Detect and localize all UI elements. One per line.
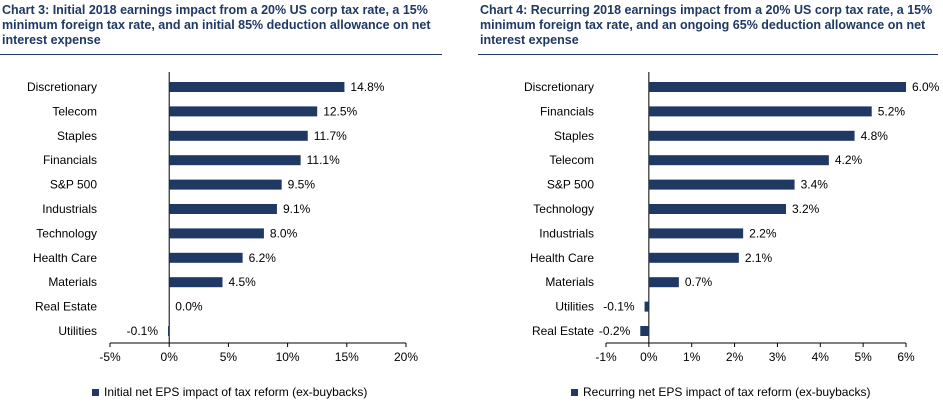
chart-4-value-label: 0.7% — [685, 275, 713, 289]
chart-4-bar — [648, 82, 906, 92]
chart-4-x-tick-label: 3% — [769, 350, 787, 364]
chart-3-category-label: Telecom — [52, 104, 97, 118]
chart-3-title-rule — [0, 54, 442, 55]
chart-4-value-label: -0.1% — [603, 300, 635, 314]
chart-4-legend: Recurring net EPS impact of tax reform (… — [571, 385, 870, 399]
chart-3-category-label: Real Estate — [35, 300, 97, 314]
chart-4-bar — [648, 228, 744, 239]
chart-4-x-tick-label: 5% — [854, 350, 872, 364]
chart-3-bar — [169, 277, 223, 288]
chart-3-x-tick-label: 15% — [335, 350, 359, 364]
chart-3-value-label: 9.1% — [283, 202, 311, 216]
chart-3-bar — [169, 130, 308, 141]
chart-4-bar — [648, 252, 739, 263]
chart-4-x-tick-label: 0% — [640, 350, 658, 364]
chart-3-value-label: 9.5% — [288, 178, 316, 192]
chart-3-panel: Chart 3: Initial 2018 earnings impact fr… — [0, 0, 455, 414]
chart-3-bar — [168, 326, 170, 336]
chart-3-plot: -5% 0% 5% 10% 15% 20% Discretionary 14.8% Teleco… — [27, 72, 418, 364]
chart-4-value-label: 2.2% — [749, 226, 777, 240]
chart-3-legend-label: Initial net EPS impact of tax reform (ex… — [104, 385, 368, 399]
chart-4-x-tick-label: 4% — [812, 350, 830, 364]
chart-4-bar — [648, 204, 786, 214]
chart-4-category-label: Financials — [540, 104, 594, 118]
chart-3-value-label: 11.1% — [307, 153, 340, 167]
chart-3-x-tick-label: -5% — [99, 350, 121, 364]
chart-4-category-label: Health Care — [530, 251, 594, 265]
chart-4-category-label: S&P 500 — [547, 178, 594, 192]
chart-3-value-label: 11.7% — [314, 129, 347, 143]
chart-4-value-label: 2.1% — [745, 251, 773, 265]
chart-4-category-label: Industrials — [539, 226, 594, 240]
chart-4-bar — [640, 326, 649, 336]
chart-3-bar — [169, 252, 243, 263]
chart-3-value-label: 4.5% — [228, 275, 256, 289]
chart-3-x-tick-label: 20% — [394, 350, 418, 364]
chart-3-category-label: Discretionary — [27, 80, 97, 94]
chart-3-value-label: 0.0% — [175, 300, 203, 314]
chart-3-value-label: 8.0% — [270, 226, 298, 240]
chart-4-category-label: Telecom — [549, 153, 594, 167]
chart-3-value-label: 12.5% — [323, 104, 357, 118]
chart-4-x-tick-label: 1% — [683, 350, 701, 364]
chart-3-title: Chart 3: Initial 2018 earnings impact fr… — [2, 3, 431, 47]
chart-3-category-label: S&P 500 — [50, 178, 97, 192]
chart-3-category-label: Utilities — [58, 324, 97, 338]
chart-3-category-label: Financials — [43, 153, 97, 167]
chart-4-value-label: -0.2% — [599, 324, 631, 338]
chart-4-value-label: 5.2% — [878, 104, 906, 118]
chart-4-legend-label: Recurring net EPS impact of tax reform (… — [583, 385, 871, 399]
chart-4-category-label: Real Estate — [532, 324, 594, 338]
chart-4-bar — [648, 277, 679, 288]
chart-3-value-label: -0.1% — [127, 324, 159, 338]
chart-3-legend-swatch — [92, 388, 99, 396]
chart-4-bar — [648, 155, 829, 166]
chart-3-category-label: Industrials — [42, 202, 97, 216]
chart-4-bar — [648, 130, 855, 141]
chart-4-category-label: Materials — [545, 275, 594, 289]
chart-4-bar — [648, 179, 795, 190]
chart-4-category-label: Staples — [554, 129, 594, 143]
chart-3-x-tick-label: 10% — [276, 350, 300, 364]
chart-3-value-label: 14.8% — [350, 80, 384, 94]
chart-4-category-label: Utilities — [555, 300, 594, 314]
chart-3-bar — [169, 179, 282, 190]
chart-3-category-label: Staples — [57, 129, 97, 143]
chart-3-bar — [169, 204, 277, 214]
chart-3-category-label: Materials — [48, 275, 97, 289]
chart-3-bar — [169, 106, 318, 117]
chart-3-x-tick-label: 0% — [161, 350, 179, 364]
chart-4-title-rule — [478, 54, 938, 55]
chart-4-value-label: 3.2% — [792, 202, 820, 216]
chart-4-value-label: 6.0% — [912, 80, 940, 94]
chart-4-legend-swatch — [571, 388, 578, 396]
chart-3-category-label: Health Care — [33, 251, 97, 265]
chart-3-bar — [169, 228, 264, 239]
chart-3-legend: Initial net EPS impact of tax reform (ex… — [92, 385, 367, 399]
chart-4-plot: -1% 0% 1% 2% 3% 4% 5% 6% Discretionary 6.0% Financ… — [524, 72, 940, 364]
chart-4-bar — [644, 301, 649, 312]
chart-3-bar — [169, 82, 345, 92]
chart-3-x-tick-label: 5% — [220, 350, 238, 364]
chart-4-category-label: Technology — [533, 202, 594, 216]
chart-3-value-label: 6.2% — [249, 251, 277, 265]
chart-4-bar — [648, 106, 872, 117]
chart-4-category-label: Discretionary — [524, 80, 594, 94]
chart-4-value-label: 4.8% — [861, 129, 889, 143]
chart-4-x-tick-label: -1% — [595, 350, 617, 364]
chart-4-x-tick-label: 2% — [726, 350, 744, 364]
chart-3-bar — [169, 155, 301, 166]
chart-4-panel: Chart 4: Recurring 2018 earnings impact … — [478, 0, 943, 414]
chart-4-value-label: 4.2% — [835, 153, 863, 167]
chart-4-value-label: 3.4% — [801, 178, 829, 192]
chart-3-category-label: Technology — [36, 226, 97, 240]
chart-4-title: Chart 4: Recurring 2018 earnings impact … — [480, 3, 933, 47]
chart-4-x-tick-label: 6% — [897, 350, 915, 364]
